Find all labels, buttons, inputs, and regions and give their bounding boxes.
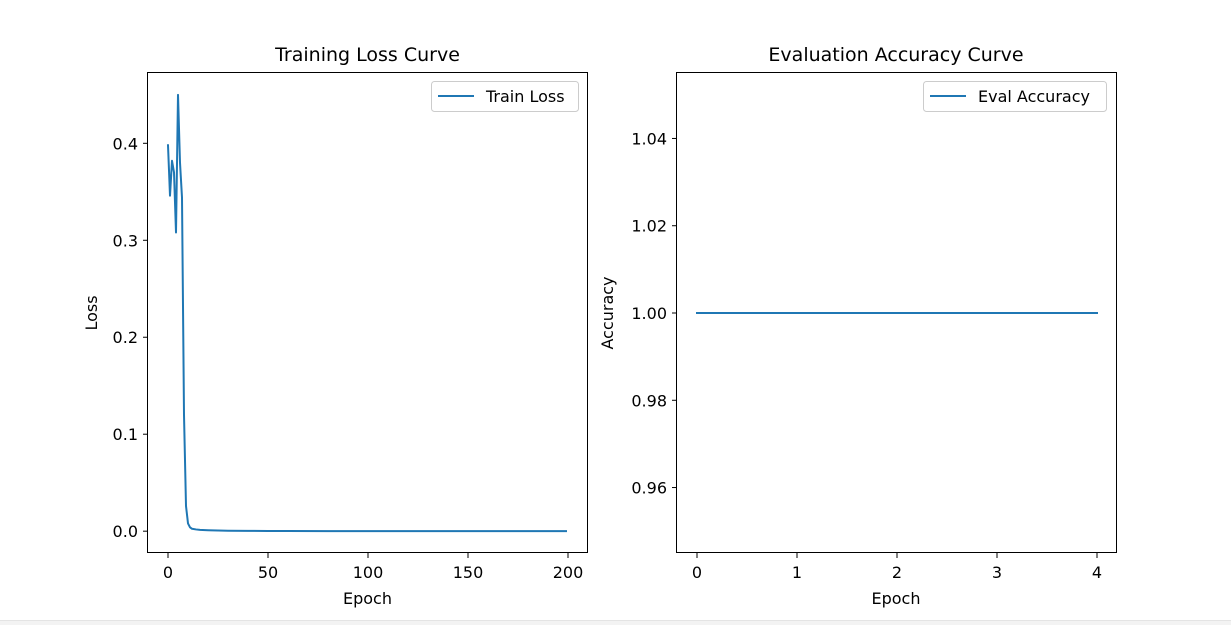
- loss-series-line: [166, 93, 567, 533]
- accuracy-chart-title: Evaluation Accuracy Curve: [768, 44, 1023, 66]
- accuracy-legend: Eval Accuracy: [923, 81, 1107, 112]
- accuracy-y-tick-label: 1.04: [631, 129, 667, 148]
- loss-y-tick-label: 0.0: [113, 522, 138, 541]
- accuracy-y-tick-label: 0.98: [631, 391, 667, 410]
- accuracy-x-axis-label: Epoch: [872, 589, 921, 608]
- loss-y-axis-label: Loss: [82, 295, 101, 330]
- accuracy-legend-label: Eval Accuracy: [978, 87, 1090, 106]
- loss-x-tick-label: 50: [258, 563, 278, 582]
- accuracy-y-tick-label: 1.02: [631, 217, 667, 236]
- loss-y-tick-label: 0.4: [113, 134, 138, 153]
- accuracy-x-tick-label: 0: [692, 563, 702, 582]
- loss-x-tick-label: 150: [453, 563, 484, 582]
- accuracy-legend-box: [923, 81, 1107, 112]
- window-bottom-edge: [0, 620, 1231, 625]
- loss-legend: Train Loss: [431, 81, 579, 112]
- accuracy-x-tick-label: 4: [1092, 563, 1102, 582]
- loss-x-tick-label: 0: [163, 563, 173, 582]
- accuracy-axis-ticks: 0 1 2 3 4 0.96 0.98 1.00 1.02 1.04: [631, 129, 1102, 582]
- loss-y-tick-label: 0.3: [113, 231, 138, 250]
- loss-legend-label: Train Loss: [485, 87, 565, 106]
- loss-axes-frame: [147, 72, 588, 553]
- accuracy-y-tick-label: 0.96: [631, 479, 667, 498]
- accuracy-x-tick-label: 3: [992, 563, 1002, 582]
- accuracy-x-tick-label: 2: [892, 563, 902, 582]
- accuracy-y-tick-label: 1.00: [631, 304, 667, 323]
- loss-chart-title: Training Loss Curve: [274, 44, 460, 66]
- loss-x-axis-label: Epoch: [343, 589, 392, 608]
- accuracy-axes-frame: [676, 72, 1117, 553]
- loss-y-tick-label: 0.1: [113, 425, 138, 444]
- loss-axis-ticks: 0 50 100 150 200 0.0 0.1 0.2 0.3 0.4: [113, 134, 584, 582]
- loss-legend-box: [431, 81, 579, 112]
- loss-plot-area: [166, 93, 567, 533]
- accuracy-chart: Evaluation Accuracy Curve Epoch Accuracy…: [598, 44, 1117, 608]
- loss-chart: Training Loss Curve Epoch Loss 0 50 100 150…: [82, 44, 588, 608]
- accuracy-x-tick-label: 1: [792, 563, 802, 582]
- loss-x-tick-label: 100: [353, 563, 384, 582]
- loss-y-tick-label: 0.2: [113, 328, 138, 347]
- loss-x-tick-label: 200: [553, 563, 584, 582]
- accuracy-y-axis-label: Accuracy: [598, 276, 617, 349]
